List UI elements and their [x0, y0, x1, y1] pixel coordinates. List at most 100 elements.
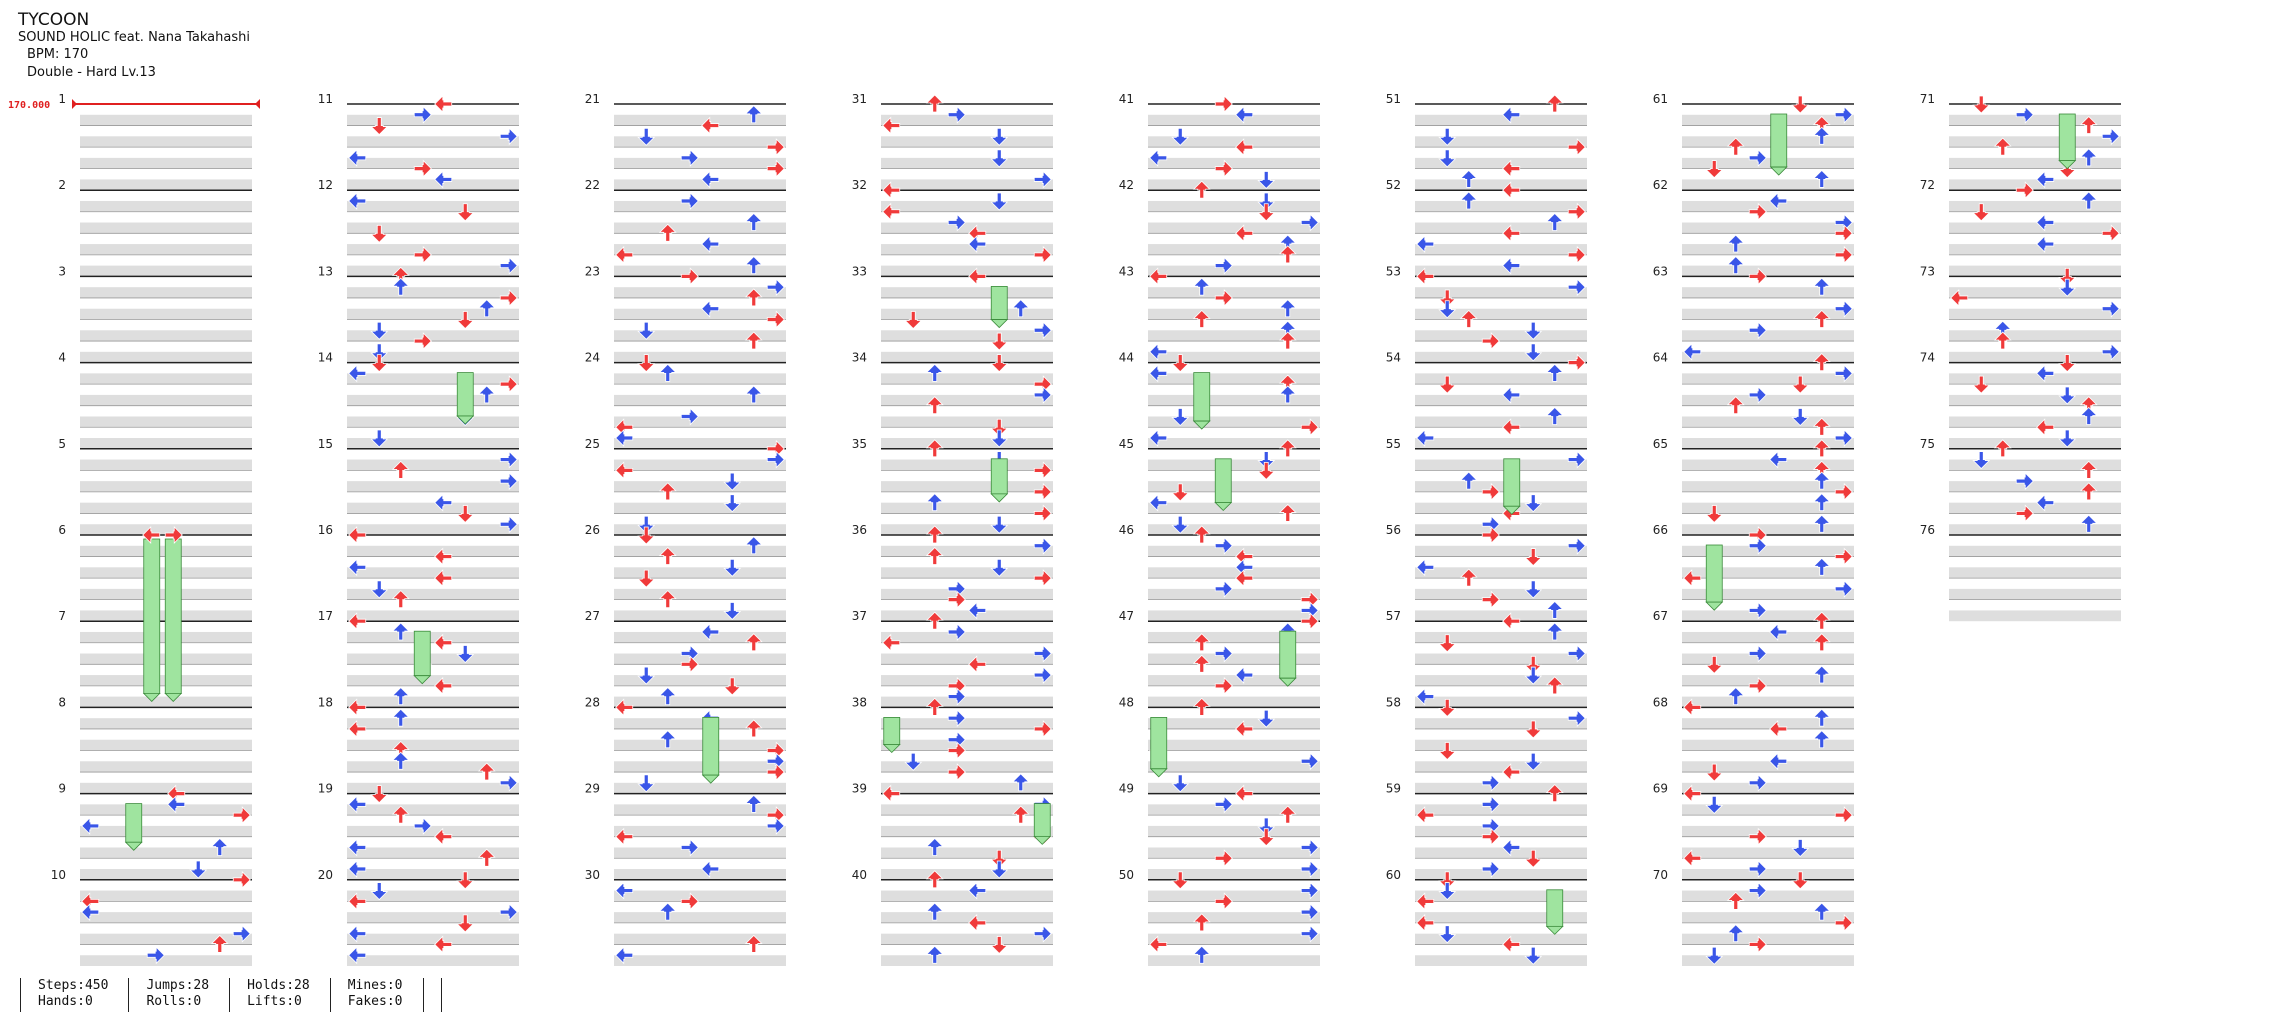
- arrow-shape: [1257, 817, 1276, 836]
- arrow-shape: [499, 256, 518, 275]
- measure-number: 8: [58, 695, 66, 709]
- arrow-icon: [925, 870, 944, 889]
- beat-band: [614, 157, 786, 169]
- measure-number: 28: [585, 695, 600, 709]
- beat-band: [1415, 524, 1587, 535]
- arrow-shape: [1834, 224, 1853, 243]
- beat-band: [1148, 718, 1320, 729]
- arrow-shape: [2101, 127, 2120, 146]
- arrow-shape: [680, 655, 699, 674]
- beat-band: [881, 502, 1053, 514]
- arrow-shape: [1192, 180, 1211, 199]
- arrow-icon: [1748, 881, 1767, 900]
- arrow-icon: [1524, 666, 1543, 685]
- arrow-icon: [744, 256, 763, 275]
- arrow-icon: [2079, 148, 2098, 167]
- measure-number: 56: [1386, 523, 1401, 537]
- arrow-icon: [990, 127, 1009, 146]
- arrow-shape: [744, 934, 763, 953]
- beat-band: [80, 739, 252, 751]
- arrow-icon: [370, 343, 389, 362]
- arrow-shape: [1791, 95, 1810, 114]
- beat-band: [1682, 524, 1854, 535]
- arrow-icon: [499, 515, 518, 534]
- arrow-shape: [1300, 213, 1319, 232]
- arrow-icon: [413, 245, 432, 264]
- arrow-icon: [1705, 505, 1724, 524]
- hold-note-icon: [413, 630, 431, 677]
- arrow-shape: [1502, 224, 1521, 243]
- hold-note-icon: [1546, 889, 1564, 927]
- arrow-icon: [370, 580, 389, 599]
- arrow-icon: [1791, 839, 1810, 858]
- beat-band: [1949, 157, 2121, 169]
- beat-band: [1949, 524, 2121, 535]
- arrow-icon: [1993, 331, 2012, 350]
- stats-holds-lifts: Holds:28 Lifts:0: [229, 978, 330, 1012]
- arrow-shape: [348, 924, 367, 943]
- arrow-shape: [1972, 375, 1991, 394]
- arrow-icon: [1278, 299, 1297, 318]
- arrow-icon: [904, 311, 923, 330]
- arrow-shape: [348, 148, 367, 167]
- hold-end-icon: [1705, 601, 1724, 611]
- beat-band: [80, 869, 252, 880]
- arrow-shape: [1502, 763, 1521, 782]
- arrow-shape: [413, 816, 432, 835]
- hold-note-icon: [456, 372, 474, 417]
- arrow-shape: [766, 450, 785, 469]
- beat-band: [347, 761, 519, 773]
- measure-number: 48: [1119, 695, 1134, 709]
- arrow-shape: [1545, 94, 1564, 113]
- beat-band: [80, 308, 252, 320]
- arrow-icon: [2058, 429, 2077, 448]
- arrow-icon: [1171, 774, 1190, 793]
- arrow-icon: [1416, 913, 1435, 932]
- arrow-icon: [348, 924, 367, 943]
- arrow-shape: [2015, 181, 2034, 200]
- arrow-shape: [1149, 429, 1168, 447]
- arrow-icon: [1812, 611, 1831, 630]
- arrow-icon: [1524, 494, 1543, 513]
- beat-band: [1949, 567, 2121, 579]
- arrow-icon: [1726, 687, 1745, 706]
- beat-band: [1148, 459, 1320, 471]
- measure-number: 61: [1653, 92, 1668, 106]
- arrow-shape: [1459, 169, 1478, 188]
- arrow-icon: [990, 936, 1009, 955]
- arrow-shape: [1300, 860, 1319, 878]
- arrow-shape: [1192, 945, 1211, 964]
- arrow-icon: [637, 515, 656, 534]
- hold-end-icon: [1502, 505, 1521, 515]
- arrow-shape: [1812, 730, 1831, 749]
- arrow-shape: [1545, 363, 1564, 382]
- arrow-icon: [925, 396, 944, 415]
- arrow-shape: [2101, 299, 2120, 318]
- arrow-icon: [1235, 719, 1254, 738]
- arrow-shape: [701, 299, 720, 318]
- arrow-icon: [1033, 644, 1052, 663]
- beat-band: [1148, 373, 1320, 385]
- beat-band: [881, 265, 1053, 277]
- beat-band: [347, 308, 519, 320]
- beat-band: [1682, 373, 1854, 385]
- hold-end-icon: [1278, 677, 1297, 687]
- arrow-shape: [1416, 806, 1435, 825]
- arrow-icon: [701, 170, 720, 189]
- arrow-icon: [1033, 569, 1052, 588]
- arrow-shape: [1192, 697, 1211, 716]
- arrow-shape: [990, 418, 1009, 437]
- beat-band: [80, 373, 252, 385]
- arrow-shape: [1993, 331, 2012, 350]
- beat-band: [1415, 739, 1587, 751]
- arrow-shape: [1300, 838, 1319, 857]
- arrow-icon: [615, 946, 634, 965]
- song-artist: SOUND HOLIC feat. Nana Takahashi: [18, 30, 250, 45]
- beat-band: [1415, 545, 1587, 557]
- arrow-shape: [413, 332, 432, 351]
- arrow-icon: [2079, 482, 2098, 501]
- arrow-icon: [990, 558, 1009, 577]
- arrow-shape: [210, 934, 229, 953]
- arrow-icon: [370, 224, 389, 243]
- arrow-shape: [232, 870, 251, 889]
